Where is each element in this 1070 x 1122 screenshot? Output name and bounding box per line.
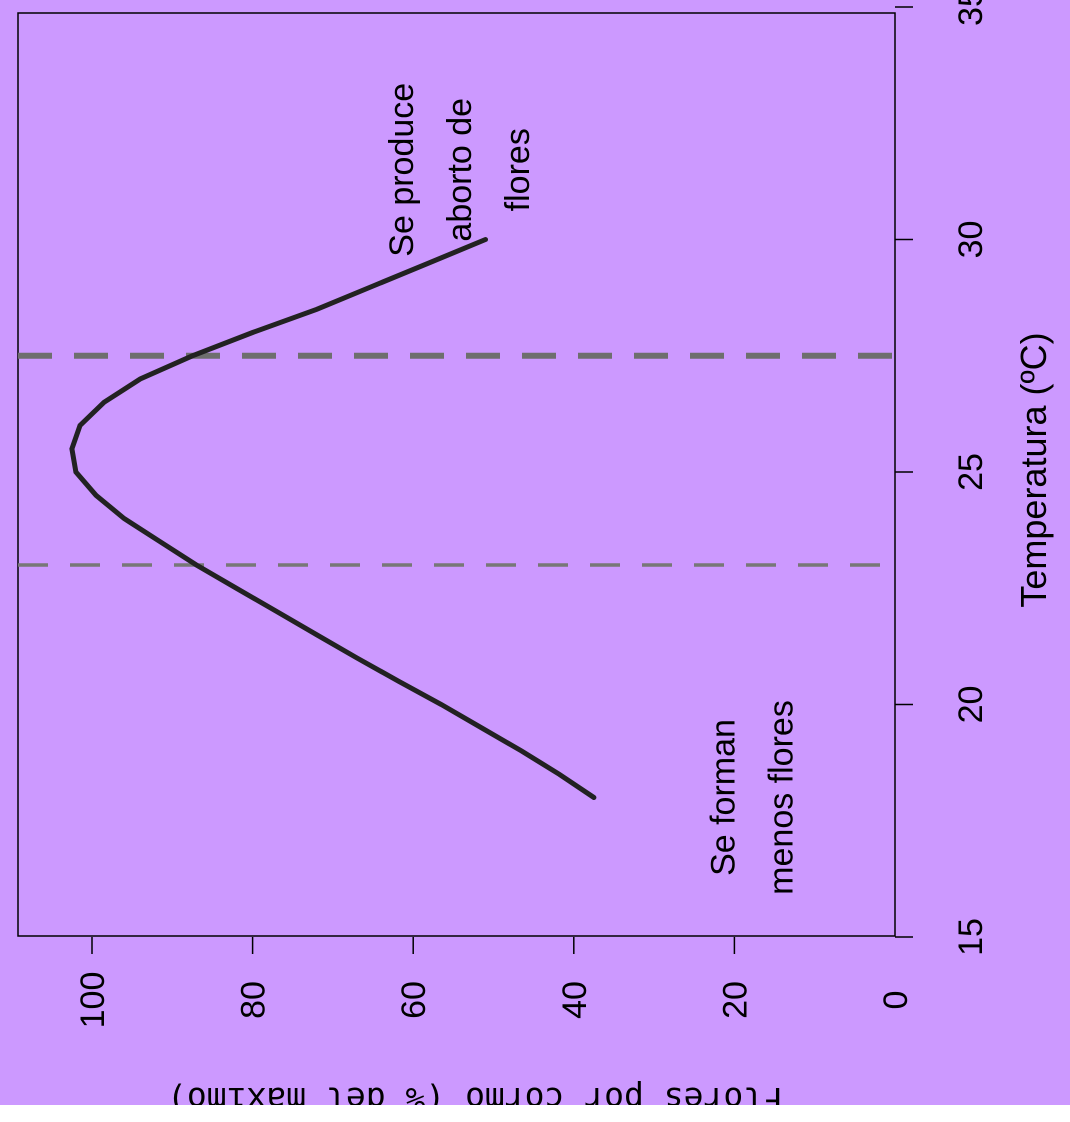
y-tick-label: 40 [556, 981, 594, 1019]
x-tick-label: 15 [952, 918, 990, 956]
y-tick-label: 20 [716, 981, 754, 1019]
annotation-line: Se forman [704, 719, 742, 876]
plot-frame [17, 12, 896, 937]
annotation-line: aborto de [441, 98, 479, 242]
x-tick-label: 35 [952, 0, 990, 26]
annotation-line: Se produce [383, 83, 421, 257]
x-tick-label: 20 [952, 686, 990, 724]
x-tick-label: 25 [952, 453, 990, 491]
y-tick-label: 60 [395, 981, 433, 1019]
x-tick-label: 30 [952, 221, 990, 259]
annotation-line: menos flores [762, 700, 800, 895]
y-tick-label: 100 [74, 972, 112, 1029]
y-tick-label: 0 [877, 991, 915, 1010]
series-line [69, 237, 597, 800]
page-footer [0, 1105, 1070, 1122]
annotation-line: flores [499, 128, 537, 211]
x-axis-title: Temperatura (ºC) [1013, 332, 1054, 607]
y-tick-label: 80 [235, 981, 273, 1019]
y-axis-title: Flores por cormo (% del máximo) [167, 1080, 783, 1105]
